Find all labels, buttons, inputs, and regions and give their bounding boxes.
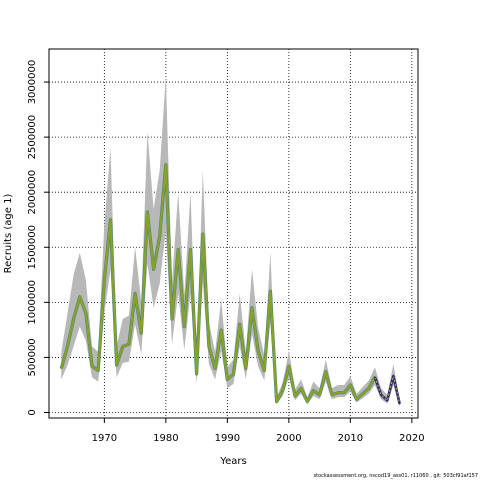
- data-point: [337, 391, 339, 394]
- x-tick-label: 1990: [215, 433, 240, 444]
- series-layer: [59, 163, 401, 405]
- data-point: [318, 393, 321, 396]
- y-tick-label: 500000: [27, 338, 38, 376]
- data-point: [226, 378, 229, 381]
- footer-note: stockassessment.org, nscod19_ass01, r110…: [313, 473, 478, 479]
- data-point: [306, 400, 309, 403]
- data-point: [171, 317, 173, 320]
- data-point: [201, 233, 204, 235]
- data-point: [158, 235, 161, 238]
- data-point: [275, 400, 278, 403]
- series-line: [60, 163, 376, 403]
- data-point: [195, 373, 198, 375]
- data-point: [78, 295, 81, 298]
- data-point: [109, 218, 112, 221]
- data-point: [269, 290, 272, 293]
- y-tick-label: 1500000: [27, 225, 38, 270]
- x-tick-label: 1970: [92, 433, 117, 444]
- y-tick-label: 2500000: [27, 115, 38, 160]
- y-axis: 0 500000 1000000 1500000 2000000 2500000 30000…: [27, 60, 49, 416]
- data-point: [343, 391, 346, 394]
- data-point: [257, 349, 259, 352]
- y-axis-title: Recruits (age 1): [3, 194, 14, 274]
- data-point: [183, 325, 186, 328]
- y-tick-label: 2000000: [27, 170, 38, 215]
- data-point: [380, 393, 382, 396]
- data-point: [287, 365, 290, 368]
- data-point: [72, 317, 75, 320]
- data-point: [66, 345, 69, 348]
- data-point: [152, 268, 155, 271]
- x-axis-title: Years: [219, 456, 246, 467]
- data-point: [208, 345, 210, 348]
- data-point: [374, 376, 376, 379]
- data-point: [281, 389, 284, 392]
- x-tick-label: 1980: [153, 433, 178, 444]
- series-line-recent-dashed: [374, 375, 401, 404]
- x-tick-label: 2020: [399, 433, 424, 444]
- data-point: [398, 402, 401, 405]
- data-point: [60, 367, 63, 370]
- data-point: [214, 367, 216, 370]
- data-point: [140, 332, 143, 335]
- data-point: [85, 312, 87, 315]
- data-point: [251, 306, 253, 309]
- data-point: [324, 370, 327, 373]
- data-point: [361, 392, 364, 395]
- data-point: [134, 292, 137, 295]
- data-point: [238, 323, 241, 326]
- data-point: [355, 398, 358, 401]
- data-point: [146, 211, 149, 213]
- data-point: [97, 369, 100, 372]
- data-point: [232, 373, 235, 375]
- data-point: [331, 393, 333, 396]
- y-tick-label: 0: [27, 409, 38, 415]
- data-point: [300, 387, 303, 390]
- data-point: [115, 364, 118, 367]
- data-point: [177, 248, 180, 251]
- data-point: [220, 328, 223, 331]
- confidence-band-layer: [61, 76, 400, 406]
- data-point: [349, 384, 352, 386]
- data-point: [121, 345, 124, 348]
- data-point: [312, 389, 315, 392]
- x-axis: 1970 1980 1990 2000 2010 2020: [92, 418, 425, 444]
- confidence-band: [61, 76, 400, 406]
- data-point: [392, 375, 395, 378]
- data-point: [103, 279, 106, 282]
- data-point: [263, 369, 266, 372]
- data-point: [91, 365, 93, 368]
- data-point: [386, 399, 389, 402]
- data-point: [294, 395, 296, 397]
- data-point: [244, 367, 247, 370]
- y-tick-label: 3000000: [27, 60, 38, 105]
- x-tick-label: 2010: [338, 433, 363, 444]
- x-tick-label: 2000: [276, 433, 301, 444]
- data-point: [128, 343, 130, 346]
- data-point: [189, 248, 192, 251]
- plot-frame: [48, 48, 419, 419]
- y-tick-label: 1000000: [27, 280, 38, 325]
- data-point: [367, 387, 370, 390]
- data-point: [164, 163, 167, 166]
